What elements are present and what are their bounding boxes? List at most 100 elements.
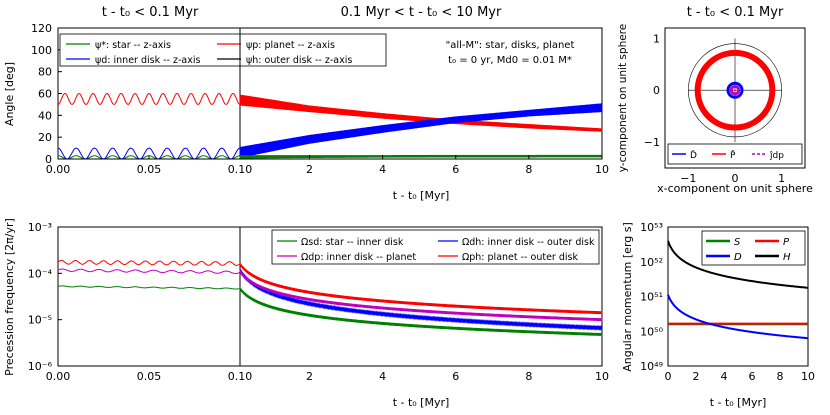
unit-sphere-frame [664,27,806,169]
angular-momentum-xtick-8: 8 [777,370,784,383]
precession-zoom-xtick-labels: 0.00 0.05 0.10 [46,370,253,383]
angle-zoom-xtick-labels: 0.00 0.05 0.10 [46,155,253,176]
angle-zoom-xtick-0.10: 0.10 [228,163,253,176]
precession-legend: Ωsd: star -- inner disk Ωdp: inner disk … [271,229,600,265]
angle-ytick-60: 60 [38,88,52,101]
angle-ytick-20: 20 [38,131,52,144]
legend-label-D: D [734,252,742,263]
angle-ytick-120: 120 [31,22,52,35]
angular-momentum-xtick-0: 0 [665,370,672,383]
legend-label-omega-ph: Ωph: planet -- outer disk [462,252,578,263]
precession-ylabel: Precession frequency [2π/yr] [3,218,16,376]
precession-long-band-dp [239,270,603,322]
precession-ytick--3: 10⁻³ [28,221,52,234]
angular-momentum-ylabel: Angular momentum [erg s] [621,222,634,372]
legend-label-S: S [734,237,741,248]
precession-long-frame [239,226,603,367]
angular-momentum-series [667,240,809,340]
unit-sphere-xtick-0: 0 [732,172,739,185]
unit-sphere-plot: −1 0 1 −1 0 1 y-component on unit sphere x-co… [617,24,813,195]
unit-sphere-ring-dp [729,84,741,96]
angle-zoom-xtick-0.05: 0.05 [137,163,162,176]
legend-label-omega-dp: Ωdp: inner disk -- planet [301,252,416,263]
angle-zoom-series [57,92,241,160]
angle-long-plot: 2 4 6 8 10 t - t₀ [Myr] "all-M": star, disks… [239,27,609,202]
precession-ytick--6: 10⁻⁶ [28,360,53,373]
angular-momentum-legend-box [701,230,806,266]
legend-label-psi-star: ψ*: star -- z-axis [95,40,171,51]
unit-circle [688,43,782,138]
angle-long-series [239,94,603,159]
legend-label-H: H [783,252,791,263]
precession-zoom-xtick-0.10: 0.10 [228,370,253,383]
unit-sphere-ytick-0: 0 [653,84,660,97]
angle-ytick-0: 0 [45,153,52,166]
angular-momentum-legend: S P D H [701,230,806,266]
angular-momentum-plot: 10⁴⁹ 10⁵⁰ 10⁵¹ 10⁵² 10⁵³ 0 2 4 6 8 10 Angular mome… [621,221,815,409]
angular-momentum-ytick-50: 10⁵⁰ [640,325,663,338]
angle-long-band-inner-disk [239,103,603,158]
angular-momentum-ytick-53: 10⁵³ [640,221,663,234]
angular-momentum-ytick-51: 10⁵¹ [640,291,663,304]
unit-sphere-ylabel: y-component on unit sphere [617,24,629,172]
legend-label-D-hat: D̂ [690,149,697,161]
precession-zoom-line-dp-inner-disk-planet [57,268,241,274]
precession-long-xtick-6: 6 [452,370,459,383]
angle-zoom-line-star-z-axis [58,155,240,160]
angle-long-band-star [239,154,603,159]
precession-long-band-ph [239,262,603,315]
unit-sphere-xtick-1: 1 [778,172,785,185]
legend-label-omega-dh: Ωdh: inner disk -- outer disk [462,237,595,248]
precession-zoom-line-sd-star-inner-disk [57,285,241,290]
angle-long-xtick-4: 4 [379,163,386,176]
precession-long-xtick-4: 4 [379,370,386,383]
angle-zoom-line-d-inner-disk-z-axis [57,147,241,160]
angle-long-xtick-6: 6 [452,163,459,176]
angle-zoom-plot: Angle [deg] 0 20 40 60 80 100 120 0.00 0.05 0.10… [3,22,387,176]
annotation-model: "all-M": star, disks, planet [446,40,575,51]
precession-long-series [239,262,603,336]
angle-ytick-100: 100 [31,44,52,57]
angle-zoom-title: t - t₀ < 0.1 Myr [102,5,199,20]
angle-long-xlabel: t - t₀ [Myr] [393,189,450,202]
angular-momentum-xlabel: t - t₀ [Myr] [710,396,767,409]
angular-momentum-line-d [667,294,809,340]
angular-momentum-xtick-6: 6 [749,370,756,383]
precession-long-xtick-labels: 2 4 6 8 10 [306,370,609,383]
precession-zoom-line-ph-planet-outer-disk [57,259,241,266]
angle-zoom-xtick-0.00: 0.00 [46,163,71,176]
unit-sphere-ytick-1: −1 [644,136,660,149]
legend-label-P: P [783,237,790,248]
angular-momentum-tick-labels: 10⁴⁹ 10⁵⁰ 10⁵¹ 10⁵² 10⁵³ 0 2 4 6 8 10 [640,221,815,383]
angular-momentum-ytick-52: 10⁵² [640,256,663,269]
precession-long-xtick-10: 10 [595,370,609,383]
legend-label-psi-disk: ψd: inner disk -- z-axis [95,55,200,66]
unit-sphere-title: t - t₀ < 0.1 Myr [687,5,784,20]
angle-ytick-labels: 0 20 40 60 80 100 120 [31,22,62,166]
angle-ytick-40: 40 [38,109,52,122]
angle-long-frame [239,27,603,160]
unit-sphere-marks [688,38,782,143]
precession-long-plot: 2 4 6 8 10 t - t₀ [Myr] Ωsd: star -- inner d… [239,226,609,409]
precession-long-band-sd [239,287,603,336]
precession-zoom-frame [57,226,241,367]
precession-zoom-series [57,259,241,290]
precession-zoom-xtick-0.00: 0.00 [46,370,71,383]
precession-ytick--5: 10⁻⁵ [28,314,52,327]
angle-long-xtick-8: 8 [525,163,532,176]
angle-zoom-line-p-planet-z-axis [57,92,241,105]
angular-momentum-xtick-4: 4 [721,370,728,383]
precession-long-xlabel: t - t₀ [Myr] [393,396,450,409]
precession-zoom-xtick-0.05: 0.05 [137,370,162,383]
precession-long-band-dh [239,268,603,331]
unit-sphere-legend-box [667,143,803,165]
unit-sphere-xlabel: x-component on unit sphere [657,182,813,195]
legend-label-psi-planet: ψp: planet -- z-axis [246,40,335,51]
unit-sphere-xtick-1: −1 [680,172,696,185]
legend-label-P-hat: P̂ [730,149,736,161]
precession-legend-box [271,229,600,265]
angular-momentum-ytick-49: 10⁴⁹ [640,360,663,373]
angle-long-xtick-2: 2 [306,163,313,176]
angle-long-xtick-labels: 2 4 6 8 10 [306,155,609,176]
